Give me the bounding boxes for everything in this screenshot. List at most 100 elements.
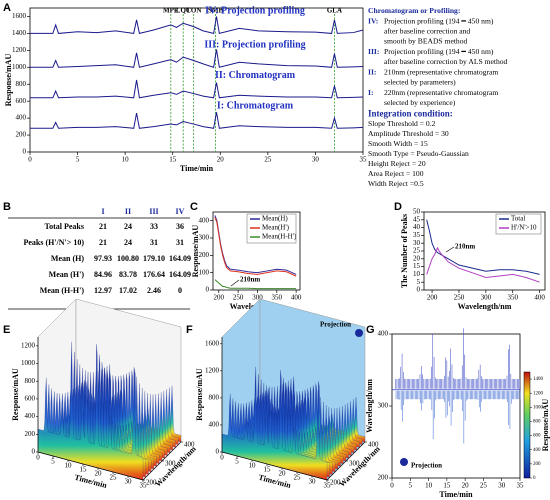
row-label: Total Peaks: [45, 222, 85, 231]
table-header: III: [149, 207, 158, 216]
y-tick-label: 40: [413, 223, 421, 231]
note-line: Projection profiling (194 ━ 450 nm): [384, 16, 494, 25]
z-tick-label: 1200: [21, 341, 36, 349]
y-tick-label: 800: [16, 80, 27, 88]
x-axis-label: Time/min: [73, 473, 108, 490]
condition: Area Reject = 100: [368, 169, 424, 178]
x-tick-label: 30: [498, 482, 506, 490]
x-tick-label: 20: [95, 470, 103, 478]
y-tick-label: 0: [417, 286, 421, 294]
panel-letter: G: [366, 324, 375, 336]
z-tick-label: 1200: [205, 366, 220, 374]
table-cell: 2.46: [147, 286, 161, 295]
y-tick-label: 300: [349, 460, 360, 468]
y-tick-label: 200: [199, 251, 210, 259]
z-tick-label: 400: [209, 421, 220, 429]
row-label: Mean (H'): [49, 270, 85, 279]
table-cell: 164.09: [169, 270, 191, 279]
colorbar: [523, 371, 531, 479]
projector-icon: [355, 329, 363, 337]
series-line: [214, 217, 297, 277]
z-axis-label: Response/mAU: [195, 368, 204, 421]
table-header: IV: [176, 207, 185, 216]
annotation-arrow: [230, 279, 240, 287]
x-tick-label: 25: [294, 474, 302, 482]
y-tick-label: 45: [413, 215, 421, 223]
y-tick-label: 400: [184, 441, 195, 449]
y-tick-label: 300: [199, 234, 210, 242]
condition: Height Reject = 20: [368, 159, 426, 168]
projector-icon: [400, 458, 408, 466]
x-tick-label: 15: [80, 466, 88, 474]
z-axis-label: Response/mAU: [11, 368, 20, 421]
x-tick-label: 5: [76, 156, 80, 164]
legend-label: Mean(H'): [262, 224, 290, 232]
x-tick-label: 15: [169, 156, 177, 164]
z-tick-label: 1600: [205, 339, 220, 347]
colorbar-tick-label: 1200: [533, 391, 544, 396]
note-line: selected by parameters): [384, 78, 456, 87]
annotation: 210nm: [240, 276, 260, 284]
x-tick-label: 200: [427, 294, 438, 302]
x-tick-label: 20: [279, 470, 287, 478]
table-cell: 0: [178, 286, 182, 295]
y-tick-label: 200: [16, 131, 27, 139]
legend-box: [495, 213, 542, 235]
x-tick-label: 35: [517, 482, 525, 490]
y-axis-label: Response/mAU: [191, 225, 200, 278]
x-tick-label: 400: [534, 294, 545, 302]
y-tick-label: 600: [16, 97, 27, 105]
x-tick-label: 300: [252, 294, 263, 302]
row-label: Mean (H-H'): [40, 286, 85, 295]
y-tick-label: 1200: [12, 46, 27, 54]
z-tick-label: 800: [25, 377, 36, 385]
x-tick-label: 350: [272, 294, 283, 302]
x-tick-label: 20: [217, 156, 225, 164]
marker-label: MPE: [163, 7, 179, 15]
condition: Smooth Type = Pseudo-Gaussian: [368, 149, 469, 158]
note-key: IV:: [368, 16, 378, 25]
x-axis-label: Time/min: [439, 490, 473, 499]
y-tick-label: 200: [330, 479, 341, 487]
y-tick-label: 0: [206, 286, 210, 294]
y-axis-label: Wavelength/nm: [365, 379, 374, 433]
legend-label: H'/N'>10: [511, 224, 537, 232]
y-tick-label: 400: [368, 441, 379, 449]
series-line: [214, 279, 297, 290]
x-axis-label: Wavelength/nm: [458, 302, 512, 311]
y-tick-label: 100: [199, 268, 210, 276]
legend-label: Mean(H-H'): [262, 233, 297, 241]
axis: [142, 441, 182, 481]
notes-heading: Chromatogram or Profiling:: [368, 6, 460, 15]
y-tick-label: 400: [16, 114, 27, 122]
panel-letter: E: [3, 324, 10, 336]
x-tick-label: 400: [291, 294, 302, 302]
plot-frame: [391, 333, 521, 479]
note-line: after baseline correction by ALS method: [384, 57, 508, 66]
marker-label: SMB: [208, 7, 224, 15]
x-tick-label: 5: [409, 482, 413, 490]
legend-label: Mean(H): [262, 215, 288, 223]
conditions-heading: Integration condition:: [368, 108, 453, 118]
y-tick-label: 5: [417, 278, 421, 286]
table-header: I: [101, 207, 104, 216]
x-tick-label: 10: [425, 482, 433, 490]
series-label: I: Chromatogram: [217, 101, 294, 112]
series-label: IV: Projection profiling: [205, 6, 305, 17]
table-cell: 36: [176, 222, 184, 231]
table-cell: 21: [99, 238, 107, 247]
x-axis-label: Time/min: [180, 164, 214, 173]
y-tick-label: 1400: [12, 29, 27, 37]
y-tick-label: 15: [413, 262, 421, 270]
colorbar-tick-label: 600: [533, 434, 541, 439]
x-tick-label: 5: [235, 458, 239, 466]
x-tick-label: 300: [481, 294, 492, 302]
y-tick-label: 1600: [12, 12, 27, 20]
panel-letter: B: [3, 201, 11, 213]
table-cell: 24: [124, 238, 132, 247]
colorbar-tick-label: 0: [533, 476, 536, 481]
note-key: III:: [368, 47, 379, 56]
x-tick-label: 35: [140, 482, 148, 490]
z-tick-label: 400: [25, 412, 36, 420]
series-line: [30, 112, 364, 129]
